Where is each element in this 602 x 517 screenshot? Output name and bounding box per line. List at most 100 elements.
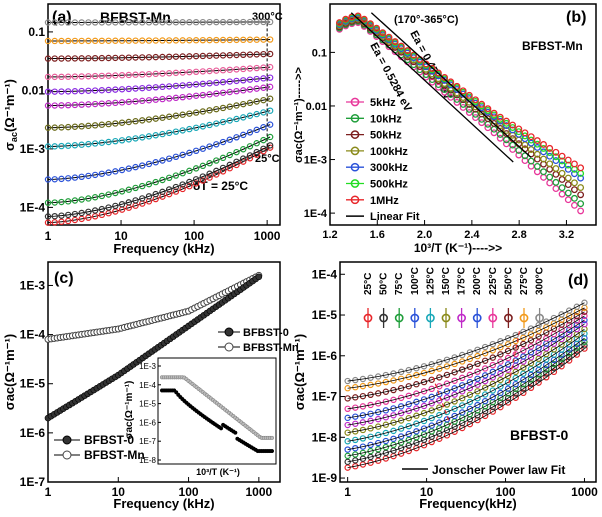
legend-temp-label: 100°C (410, 267, 421, 295)
data-point (581, 345, 588, 352)
data-point (496, 134, 504, 142)
data-point (240, 146, 247, 153)
data-point (240, 87, 247, 94)
x-tick-label: 10 (420, 485, 434, 499)
panel-b: (b) BFBST-Mn (170°-365°C) Ea = 0.5284 eV… (293, 3, 597, 255)
data-point (139, 54, 146, 61)
data-point (78, 37, 85, 45)
data-point (58, 124, 65, 131)
data-point (397, 42, 405, 50)
data-point (552, 165, 560, 172)
data-point (253, 18, 260, 26)
data-point (266, 74, 274, 81)
panel-d: (d) BFBST-0 Frequency(kHz) σac(Ω⁻¹m⁻¹) 1… (292, 261, 598, 511)
legend-temp-label: 175°C (457, 267, 468, 295)
data-point (397, 375, 405, 382)
data-point (527, 157, 535, 165)
data-point (58, 19, 65, 26)
legend-temp-label: 225°C (488, 267, 499, 295)
data-point (206, 52, 213, 59)
panel-c-xlabel: Frequency (kHz) (113, 496, 214, 511)
data-point (266, 144, 274, 151)
data-point (420, 417, 428, 425)
data-point (44, 219, 52, 226)
data-point (489, 368, 496, 376)
data-point (186, 19, 193, 26)
data-point (125, 85, 132, 93)
data-point (105, 191, 112, 198)
data-point (490, 125, 498, 133)
data-point (112, 86, 119, 93)
data-point (246, 99, 254, 107)
data-point (481, 357, 489, 364)
data-point (233, 148, 240, 156)
data-point (451, 412, 458, 420)
data-point (199, 177, 207, 184)
data-point (125, 37, 132, 44)
data-point (367, 410, 374, 417)
data-point (125, 54, 132, 61)
data-point (472, 96, 479, 104)
data-point (546, 144, 554, 152)
data-point (213, 79, 220, 86)
data-point (484, 124, 492, 132)
data-point (78, 101, 85, 108)
data-point (382, 407, 390, 414)
data-point (139, 182, 146, 190)
data-point (78, 73, 85, 80)
data-point (152, 190, 159, 198)
data-point (219, 164, 227, 172)
data-point (375, 423, 382, 430)
data-point (85, 37, 92, 45)
data-point (179, 111, 186, 118)
y-tick-label: 1E-4 (20, 200, 46, 214)
data-point (443, 380, 451, 387)
data-point (118, 99, 126, 106)
data-point (139, 71, 146, 78)
data-point (152, 37, 159, 44)
data-point (581, 320, 588, 328)
data-point (443, 401, 451, 408)
y-tick-label: 1E-4 (312, 267, 338, 281)
data-point (436, 358, 443, 366)
data-point (385, 33, 393, 41)
data-point (98, 19, 106, 26)
data-point (489, 340, 496, 348)
data-point (78, 123, 85, 130)
data-point (474, 381, 481, 388)
data-point (64, 37, 72, 45)
data-point (359, 443, 367, 450)
data-point (192, 81, 200, 88)
data-point (453, 82, 461, 90)
data-point (58, 88, 65, 95)
data-point (527, 380, 535, 387)
legend-label: 100kHz (370, 146, 408, 158)
data-point (192, 147, 200, 155)
data-point (219, 52, 227, 59)
data-point (233, 87, 240, 95)
data-point (558, 169, 566, 177)
data-point (165, 113, 173, 120)
data-point (481, 372, 489, 379)
data-point (51, 212, 58, 220)
data-point (186, 183, 193, 190)
data-point (390, 441, 397, 449)
data-point (199, 18, 207, 26)
data-point (512, 344, 519, 351)
legend-marker (350, 113, 360, 123)
data-point (85, 19, 92, 26)
panel-a-annot-dT: δT = 25°C (193, 179, 248, 193)
data-point (512, 390, 519, 397)
data-point (428, 385, 435, 393)
data-point (375, 439, 382, 447)
data-point (512, 351, 519, 358)
data-point (413, 412, 420, 419)
data-point (344, 429, 351, 436)
data-point (481, 343, 489, 351)
data-point (375, 451, 382, 459)
data-point (219, 67, 227, 74)
data-point (44, 143, 52, 150)
data-point (451, 354, 458, 361)
data-point (397, 385, 405, 392)
data-point (466, 398, 474, 406)
